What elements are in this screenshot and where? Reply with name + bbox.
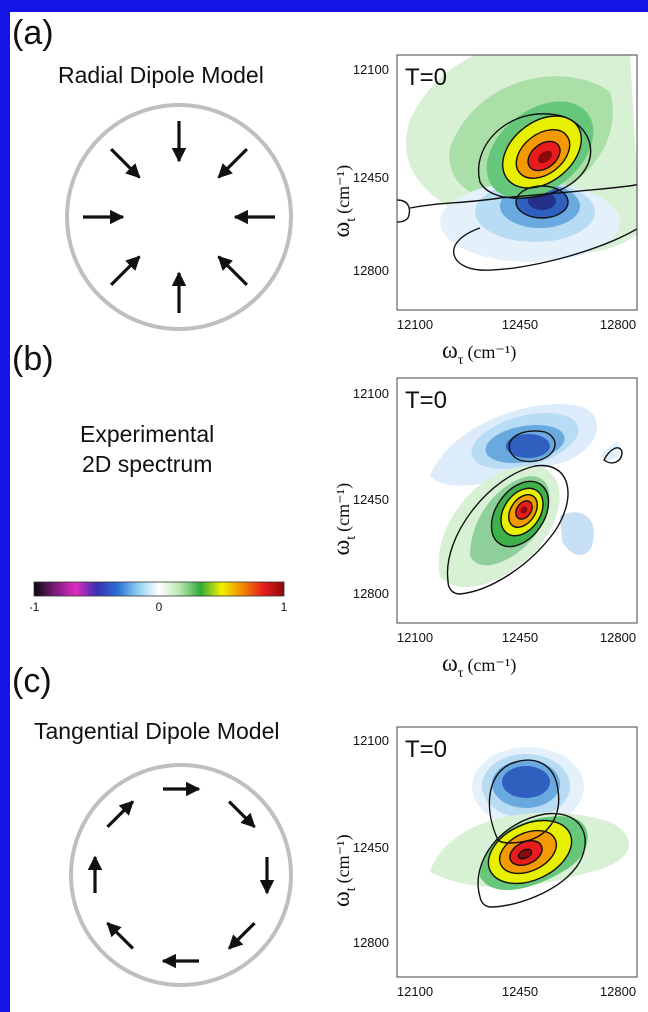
x-tick-label: 12800 [600,984,636,999]
radial-model-title: Radial Dipole Model [58,62,264,88]
y-tick-label: 12800 [353,935,389,950]
tangential-ring [69,763,293,987]
panel-a-letter: (a) [12,14,54,52]
spectrum-plot-b: T=0 12100 12100 12450 12450 12800 12800 ωτ (cm⁻¹… [329,377,638,681]
tangential-arrow [106,921,135,950]
tangential-arrow [227,800,256,829]
y-axis-label: ωt(cm⁻¹) [329,165,359,238]
y-tick-label: 12450 [353,170,389,185]
plot-frame [396,377,638,624]
figure-page: (a) Radial Dipole Model [10,12,648,1012]
y-tick-label: 12800 [353,263,389,278]
x-axis-label: ωτ(cm⁻¹) [442,1005,516,1012]
x-tick-label: 12100 [397,630,433,645]
tangential-model-title: Tangential Dipole Model [34,718,280,744]
radial-arrow [217,255,249,287]
time-label: T=0 [405,64,447,91]
colorbar-strip [33,581,285,597]
colorbar: -1 0 1 [30,581,288,614]
x-axis-label: ωτ(cm⁻¹) [442,651,516,681]
panel-c-letter: (c) [12,662,52,700]
experimental-title-line2: 2D spectrum [82,451,213,477]
y-tick-label: 12800 [353,586,389,601]
radial-dipole-diagram [65,103,293,331]
x-tick-label: 12450 [502,317,538,332]
y-axis-label: ωt(cm⁻¹) [329,483,359,556]
y-tick-label: 12100 [353,733,389,748]
radial-arrow [109,147,141,179]
time-label: T=0 [405,387,447,414]
x-tick-label: 12800 [600,630,636,645]
panel-b-letter: (b) [12,340,54,378]
tangential-dipole-diagram [69,763,293,987]
radial-arrow [217,147,249,179]
radial-ring [65,103,293,331]
radial-arrow [109,255,141,287]
colorbar-tick-min: -1 [30,600,40,614]
tangential-arrow [227,921,256,950]
x-tick-label: 12100 [397,984,433,999]
y-tick-label: 12100 [353,62,389,77]
spectrum-plot-c: T=0 12100 12100 12450 12450 12800 12800 ωτ(cm⁻¹… [329,726,638,1012]
time-label: T=0 [405,736,447,763]
y-tick-label: 12450 [353,492,389,507]
x-tick-label: 12800 [600,317,636,332]
x-axis-label: ωτ(cm⁻¹) [442,338,516,368]
tangential-arrow [106,800,135,829]
x-tick-label: 12450 [502,984,538,999]
x-tick-label: 12450 [502,630,538,645]
colorbar-tick-mid: 0 [156,600,163,614]
plot-frame [396,726,638,978]
plot-frame [396,54,638,311]
y-axis-label: ωt(cm⁻¹) [329,834,359,907]
x-tick-label: 12100 [397,317,433,332]
colorbar-tick-max: 1 [281,600,288,614]
y-tick-label: 12450 [353,840,389,855]
spectrum-plot-a: T=0 12100 12100 12450 12450 12800 12800 ωτ (cm⁻¹… [329,54,638,368]
y-tick-label: 12100 [353,386,389,401]
experimental-title-line1: Experimental [80,421,215,447]
